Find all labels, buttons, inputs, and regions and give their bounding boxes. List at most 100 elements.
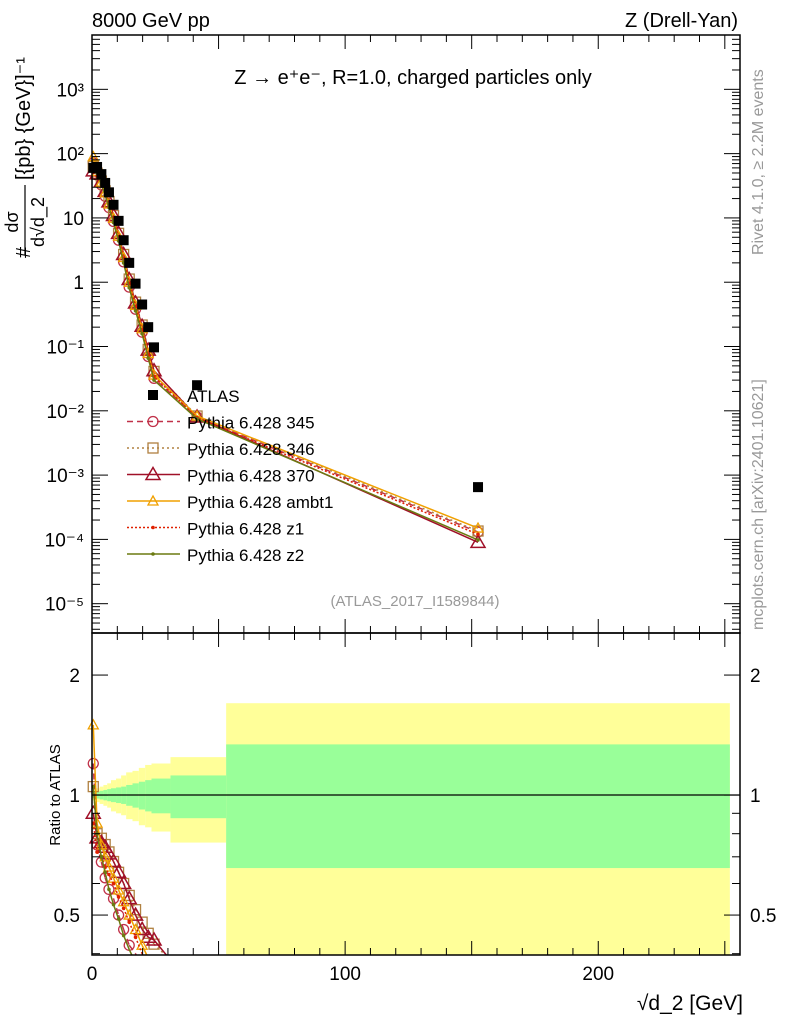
y-axis-label: # dσ d√d_2 [{pb} {GeV}]⁻¹ <box>2 57 49 258</box>
series-0-ratio-point <box>87 757 99 770</box>
series-4-point <box>476 532 480 537</box>
ratio-tick-label: 1 <box>69 786 80 807</box>
header-left: 8000 GeV pp <box>92 10 210 32</box>
ratio-tick-label-right: 2 <box>750 666 761 687</box>
upper-plot <box>84 150 487 549</box>
legend-item: Pythia 6.428 346 <box>127 440 315 459</box>
series-0-ratio-line <box>100 861 106 878</box>
ratio-bands <box>92 703 730 955</box>
ratio-tick-label: 2 <box>69 666 80 687</box>
series-5-ratio-point <box>121 933 126 938</box>
ratio-plot <box>84 718 167 956</box>
series-5-ratio-point <box>103 870 107 875</box>
atlas-data-point <box>92 161 103 172</box>
series-2-ratio-point <box>120 890 138 905</box>
series-0-ratio-point <box>103 883 115 896</box>
series-5-point <box>195 417 199 421</box>
series-5-ratio-line <box>100 856 106 873</box>
series-3-ratio-line <box>108 866 115 879</box>
atlas-data-point <box>100 177 111 188</box>
atlas-data-point <box>130 278 141 289</box>
series-1-ratio-point <box>136 916 148 928</box>
atlas-data-point <box>108 199 119 210</box>
y-tick-label: 1 <box>73 273 84 294</box>
atlas-data-point <box>96 169 107 180</box>
series-3-ratio-line <box>100 844 106 858</box>
legend-marker <box>147 415 159 428</box>
legend-label: Pythia 6.428 ambt1 <box>187 493 333 512</box>
series-3-ratio-point <box>112 883 125 895</box>
x-axis-label: √d_2 [GeV] <box>637 992 743 1015</box>
series-5-ratio-line <box>96 833 103 857</box>
series-2-ratio-line <box>122 883 130 899</box>
curves <box>84 150 487 956</box>
series-2-ratio-point <box>145 931 163 946</box>
legend-label: Pythia 6.428 370 <box>187 467 315 486</box>
series-4-ratio-point <box>133 935 138 939</box>
series-4-ratio-line <box>92 823 98 853</box>
series-3-ratio-point <box>87 718 100 730</box>
ratio-frame <box>91 632 741 956</box>
series-5-point <box>152 378 156 382</box>
series-3-ratio-point <box>129 923 142 935</box>
rivet-label: Rivet 4.1.0, ≥ 2.2M events <box>750 69 767 255</box>
legend-marker <box>151 525 155 530</box>
legend-label: Pythia 6.428 z1 <box>187 520 304 539</box>
legend-item: Pythia 6.428 z1 <box>127 520 304 539</box>
legend: ATLAS Pythia 6.428 345 Pythia 6.428 346 Pyt… <box>127 387 333 565</box>
series-4-ratio-line <box>128 921 137 938</box>
atlas-data-point <box>124 257 135 268</box>
atlas-data-point <box>118 235 129 246</box>
legend-label: Pythia 6.428 346 <box>187 440 315 459</box>
series-2-ratio-line <box>141 929 149 938</box>
band-green-bin <box>151 778 171 814</box>
band-green-bin <box>170 775 227 819</box>
ratio-axis-label: Ratio to ATLAS <box>47 744 64 845</box>
series-5-ratio-line <box>108 889 115 905</box>
series-3-ratio-line <box>112 877 120 891</box>
series-4-ratio-line <box>122 907 130 923</box>
atlas-data-point <box>113 215 124 226</box>
axis-ticks: 0 100 200 10⁻⁵ 10⁻⁴ 10⁻³ 10⁻² 10⁻¹ 1 10 10² 10³ 0.5 0… <box>45 34 776 985</box>
legend-marker <box>148 390 158 400</box>
series-3-ratio-point <box>123 908 136 920</box>
x-tick-label: 0 <box>87 964 98 985</box>
series-5-ratio-point <box>99 855 104 859</box>
y-tick-label: 10⁻³ <box>47 466 85 487</box>
series-3-ratio-line <box>141 944 148 956</box>
series-4-ratio-point <box>95 850 99 854</box>
series-4-ratio-point <box>127 920 132 924</box>
legend-label: Pythia 6.428 z2 <box>187 546 304 565</box>
legend-item: Pythia 6.428 345 <box>127 414 315 433</box>
ratio-tick-label: 0.5 <box>54 906 80 927</box>
series-5-ratio-line <box>112 904 120 920</box>
x-tick-label: 200 <box>582 964 614 985</box>
series-4-ratio-point <box>121 906 126 911</box>
y-tick-label: 10⁻¹ <box>47 338 85 359</box>
series-4-ratio-point <box>107 872 111 877</box>
series-0-ratio-line <box>112 898 120 916</box>
series-2-ratio-point <box>133 921 151 936</box>
series-5-ratio-line <box>117 918 125 936</box>
series-2-line <box>92 170 479 544</box>
band-green-bin <box>226 744 730 869</box>
series-3-point <box>471 521 485 533</box>
series-2-ratio-line <box>128 898 137 916</box>
series-5-ratio-point <box>107 887 111 892</box>
legend-label: Pythia 6.428 345 <box>187 414 315 433</box>
y-label-prefix: # <box>13 246 35 258</box>
y-tick-label: 10³ <box>57 80 84 101</box>
series-5-point <box>133 308 138 313</box>
legend-marker <box>146 494 160 506</box>
atlas-data-point <box>149 342 160 353</box>
y-label-denominator: d√d_2 <box>28 197 49 247</box>
series-3-ratio-line <box>92 724 98 824</box>
y-tick-label: 10 <box>63 209 84 230</box>
legend-label: ATLAS <box>187 387 240 406</box>
series-0-ratio-line <box>122 929 130 946</box>
atlas-data-point <box>473 482 484 493</box>
series-3-ratio-point <box>136 938 149 950</box>
series-4-ratio-line <box>134 936 143 954</box>
legend-item: Pythia 6.428 z2 <box>127 546 304 565</box>
series-4-ratio-point <box>116 895 121 899</box>
